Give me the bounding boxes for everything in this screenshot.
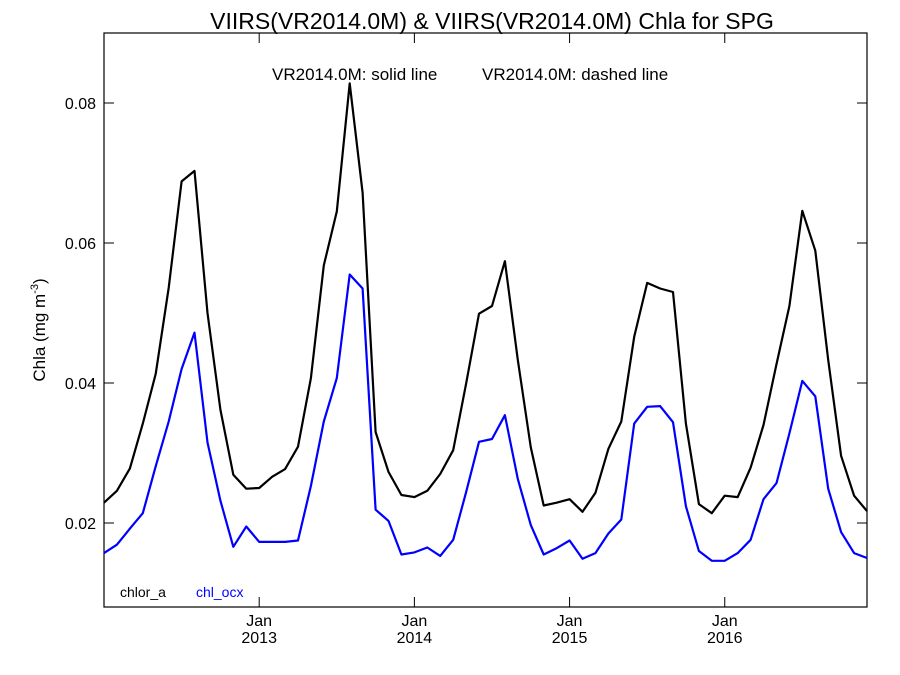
- y-tick-label: 0.02: [65, 516, 96, 533]
- x-tick-year-label: 2015: [552, 630, 588, 647]
- y-tick-label: 0.06: [65, 236, 96, 253]
- x-tick-month-label: Jan: [712, 613, 738, 630]
- chart-title: VIIRS(VR2014.0M) & VIIRS(VR2014.0M) Chla…: [210, 8, 774, 34]
- y-tick-label: 0.08: [65, 96, 96, 113]
- series-line-chlor-a: [103, 82, 868, 515]
- legend-chl-ocx: chl_ocx: [196, 584, 243, 600]
- y-axis-label-sup: -3: [29, 284, 41, 294]
- x-tick-year-label: 2013: [241, 630, 277, 647]
- y-tick-label: 0.04: [65, 376, 96, 393]
- legend-chlor-a: chlor_a: [120, 584, 166, 600]
- y-axis-label-close: ): [30, 278, 49, 284]
- y-axis-label: Chla (mg m-3): [29, 278, 49, 381]
- series-lines: [103, 82, 868, 562]
- x-tick-month-label: Jan: [557, 613, 583, 630]
- x-tick-year-label: 2014: [397, 630, 433, 647]
- solid-line-annotation: VR2014.0M: solid line: [272, 65, 437, 84]
- y-axis-label-main: Chla (mg m: [30, 294, 49, 382]
- series-line-chl-ocx: [103, 273, 868, 562]
- dashed-line-annotation: VR2014.0M: dashed line: [482, 65, 668, 84]
- plot-frame: [103, 32, 868, 608]
- y-ticks: 0.02 0.04 0.06 0.08: [65, 96, 867, 533]
- x-tick-month-label: Jan: [246, 613, 272, 630]
- x-tick-month-label: Jan: [401, 613, 427, 630]
- x-tick-year-label: 2016: [707, 630, 743, 647]
